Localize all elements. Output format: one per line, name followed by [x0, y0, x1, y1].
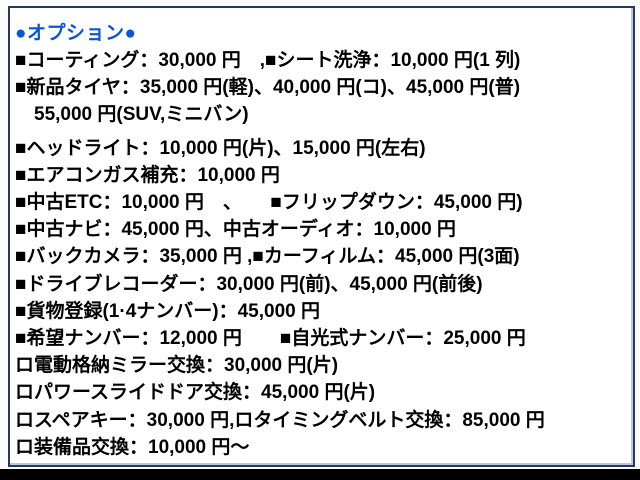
option-line: ロパワースライドドア交換：45,000 円(片): [15, 382, 376, 404]
document-page: ●オプション● ■コーティング：30,000 円 ,■シート洗浄：10,000 …: [0, 0, 640, 469]
option-line: ■バックカメラ：35,000 円 ,■カーフィルム：45,000 円(3面): [15, 246, 520, 268]
option-line: ■中古ナビ：45,000 円、中古オーディオ：10,000 円: [15, 219, 456, 241]
option-line: ■希望ナンバー：12,000 円 ■自光式ナンバー：25,000 円: [15, 328, 526, 350]
option-line: ロ装備品交換：10,000 円～: [15, 436, 250, 458]
option-line: ■エアコンガス補充：10,000 円: [15, 164, 280, 186]
option-line: ■中古ETC：10,000 円 、 ■フリップダウン：45,000 円): [15, 192, 523, 214]
option-line: ■新品タイヤ：35,000 円(軽)、40,000 円(コ)、45,000 円(…: [15, 77, 521, 99]
option-line: 55,000 円(SUV,ミニバン): [15, 104, 249, 126]
option-line: ■コーティング：30,000 円 ,■シート洗浄：10,000 円(1 列): [15, 50, 521, 71]
bottom-black-bar: [0, 469, 640, 480]
option-line: ■貨物登録(1·4ナンバー)：45,000 円: [15, 300, 320, 322]
option-line: ■ドライブレコーダー：30,000 円(前)、45,000 円(前後): [15, 273, 483, 295]
option-line: ロスペアキー：30,000 円,ロタイミングベルト交換：85,000 円: [15, 409, 545, 431]
section-title: ●オプション●: [15, 23, 137, 44]
option-line: ロ電動格納ミラー交換：30,000 円(片): [15, 355, 339, 377]
option-line: ■ヘッドライト：10,000 円(片)、15,000 円(左右): [15, 137, 426, 159]
options-list: ■コーティング：30,000 円 ,■シート洗浄：10,000 円(1 列) ■新…: [15, 47, 629, 461]
options-box: ●オプション● ■コーティング：30,000 円 ,■シート洗浄：10,000 …: [8, 6, 635, 467]
